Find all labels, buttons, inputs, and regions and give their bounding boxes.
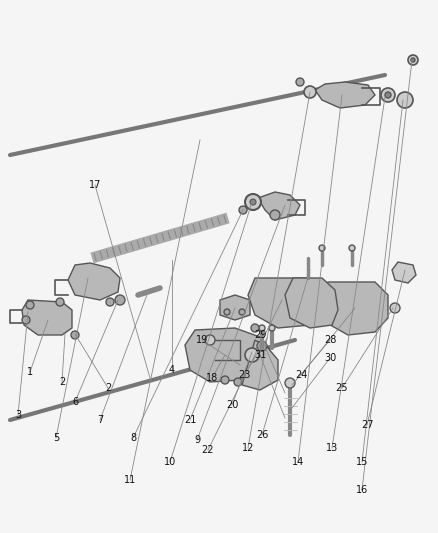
Text: 9: 9 [194,435,200,445]
Circle shape [390,303,400,313]
Circle shape [257,341,267,351]
Text: 11: 11 [124,475,136,485]
Polygon shape [220,295,250,320]
Circle shape [259,325,265,331]
Text: 5: 5 [53,433,59,443]
Circle shape [239,309,245,315]
Circle shape [270,210,280,220]
Text: 23: 23 [238,370,250,380]
Text: 3: 3 [15,410,21,420]
Circle shape [221,376,229,384]
Circle shape [296,78,304,86]
Circle shape [250,199,256,205]
Polygon shape [248,278,322,328]
Circle shape [106,298,114,306]
Polygon shape [242,340,278,390]
Polygon shape [22,300,72,335]
Text: 31: 31 [254,350,266,360]
Text: 16: 16 [356,485,368,495]
Text: 26: 26 [256,430,268,440]
Text: 21: 21 [184,415,196,425]
Polygon shape [315,82,375,108]
Text: 6: 6 [72,397,78,407]
Text: 4: 4 [169,365,175,375]
Text: 10: 10 [164,457,176,467]
Circle shape [385,92,391,98]
Circle shape [205,335,215,345]
Text: 15: 15 [356,457,368,467]
Polygon shape [185,328,270,382]
Circle shape [408,55,418,65]
Circle shape [71,331,79,339]
Circle shape [56,298,64,306]
Text: 24: 24 [295,370,307,380]
Circle shape [22,316,30,324]
Text: 18: 18 [206,373,218,383]
Text: 12: 12 [242,443,254,453]
Polygon shape [285,278,338,328]
Text: 25: 25 [336,383,348,393]
Circle shape [381,88,395,102]
Text: 2: 2 [105,383,111,393]
Circle shape [304,86,316,98]
Text: 14: 14 [292,457,304,467]
Polygon shape [320,282,388,335]
Circle shape [234,378,242,386]
Circle shape [269,325,275,331]
Circle shape [245,194,261,210]
Text: 27: 27 [361,420,373,430]
Text: 29: 29 [254,330,266,340]
Circle shape [397,92,413,108]
Text: 13: 13 [326,443,338,453]
Text: 22: 22 [202,445,214,455]
Circle shape [319,245,325,251]
Circle shape [285,378,295,388]
Text: 7: 7 [97,415,103,425]
Text: 17: 17 [89,180,101,190]
Text: 2: 2 [59,377,65,387]
Text: 1: 1 [27,367,33,377]
Circle shape [251,324,259,332]
Text: 30: 30 [324,353,336,363]
Circle shape [115,295,125,305]
Circle shape [26,301,34,309]
Circle shape [239,206,247,214]
Text: 19: 19 [196,335,208,345]
Text: 8: 8 [130,433,136,443]
Circle shape [349,245,355,251]
Polygon shape [392,262,416,283]
Polygon shape [258,192,300,220]
Polygon shape [68,263,120,300]
Circle shape [245,348,259,362]
Text: 20: 20 [226,400,238,410]
Circle shape [411,58,415,62]
Circle shape [224,309,230,315]
Text: 28: 28 [324,335,336,345]
